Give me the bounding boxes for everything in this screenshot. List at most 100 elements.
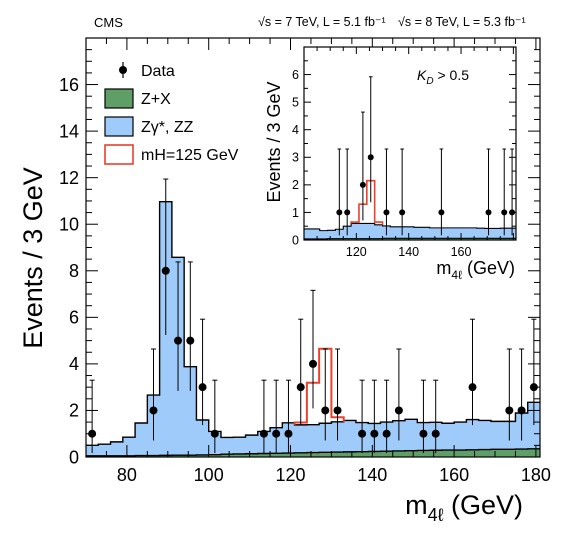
data-point xyxy=(186,261,195,391)
data-point-marker xyxy=(419,429,428,438)
data-point-marker xyxy=(382,429,391,438)
y-tick-label: 2 xyxy=(69,401,79,421)
data-point xyxy=(438,148,445,236)
legend-zz-swatch xyxy=(104,116,134,137)
legend-entry-zz: Zγ*, ZZ xyxy=(104,116,194,137)
data-point-marker xyxy=(161,266,170,275)
data-point xyxy=(284,379,293,454)
x-tick-label: 160 xyxy=(451,245,472,259)
data-point xyxy=(174,261,183,391)
legend-entry-signal: mH=125 GeV xyxy=(104,144,239,165)
inset-plot-area: 120 140 160 0 1 2 3 4 5 6 xyxy=(292,46,517,259)
y-tick-label: 16 xyxy=(59,75,79,95)
data-point xyxy=(344,148,351,236)
data-point-marker xyxy=(383,209,390,216)
data-point-marker xyxy=(296,383,305,392)
data-point xyxy=(485,148,492,236)
y-tick-label: 6 xyxy=(69,308,79,328)
inset-x-axis-title: m4ℓ (GeV) xyxy=(436,258,515,282)
data-point xyxy=(149,348,158,441)
data-point-marker xyxy=(336,209,343,216)
data-point xyxy=(88,379,97,454)
data-point xyxy=(359,111,366,221)
data-point xyxy=(272,379,281,454)
data-point xyxy=(198,318,207,426)
legend-entry-data: Data xyxy=(119,62,175,80)
inset-signal-line xyxy=(350,179,384,225)
data-point-marker xyxy=(88,429,97,438)
main-x-axis-title: m4ℓ (GeV) xyxy=(405,490,523,525)
data-point xyxy=(336,148,343,236)
data-point-marker xyxy=(438,209,445,216)
data-point-marker xyxy=(394,406,403,415)
data-point-marker xyxy=(370,429,379,438)
zz-background-fill xyxy=(304,223,516,239)
data-point xyxy=(529,318,538,426)
legend: Data Z+X Zγ*, ZZ mH=125 GeV xyxy=(104,62,239,165)
inset-x-axis-title-text: m4ℓ (GeV) xyxy=(436,258,515,282)
inset-data-points xyxy=(336,76,516,236)
data-point xyxy=(358,379,367,454)
y-tick-label: 10 xyxy=(59,215,79,235)
zz-background-fill xyxy=(86,201,540,456)
signal-step-line xyxy=(350,179,384,225)
data-point xyxy=(394,348,403,441)
inset-y-axis-title: Events / 3 GeV xyxy=(264,81,284,202)
y-tick-label: 1 xyxy=(292,206,299,220)
data-point xyxy=(383,148,390,236)
data-point-marker xyxy=(284,429,293,438)
data-point xyxy=(296,318,305,426)
x-tick-label: 160 xyxy=(439,465,469,485)
x-tick-label: 140 xyxy=(357,465,387,485)
data-point-marker xyxy=(333,406,342,415)
x-tick-label: 100 xyxy=(194,465,224,485)
y-tick-label: 2 xyxy=(292,178,299,192)
data-point-marker xyxy=(272,429,281,438)
data-point-marker xyxy=(501,209,508,216)
inset-annotation-text: KD > 0.5 xyxy=(417,67,469,87)
main-data-points xyxy=(88,178,538,454)
data-point xyxy=(468,318,477,426)
x-tick-label: 140 xyxy=(398,245,419,259)
data-point-marker xyxy=(309,359,317,368)
legend-label-zx: Z+X xyxy=(141,91,171,108)
legend-entry-zx: Z+X xyxy=(104,88,171,109)
y-tick-label: 4 xyxy=(69,354,79,374)
data-point xyxy=(370,379,379,454)
data-point-marker xyxy=(367,154,374,161)
data-point-marker xyxy=(468,383,477,392)
data-point-marker xyxy=(149,406,158,415)
zx-outline xyxy=(86,448,540,457)
experiment-label: CMS xyxy=(94,15,123,30)
data-point xyxy=(309,289,317,409)
data-point-marker xyxy=(198,383,207,392)
data-point-marker xyxy=(485,209,492,216)
main-x-axis-title-text: m4ℓ (GeV) xyxy=(405,490,523,525)
x-tick-label: 80 xyxy=(117,465,137,485)
legend-data-marker xyxy=(119,66,127,74)
data-point xyxy=(333,348,342,441)
data-point-marker xyxy=(517,406,526,415)
y-tick-label: 4 xyxy=(292,123,299,137)
data-point-marker xyxy=(505,406,514,415)
y-tick-label: 0 xyxy=(292,233,299,247)
legend-label-data: Data xyxy=(141,63,175,80)
data-point-marker xyxy=(174,336,183,345)
zz-outline xyxy=(304,222,516,232)
data-point-marker xyxy=(321,406,330,415)
data-point-marker xyxy=(529,383,538,392)
data-point-marker xyxy=(399,209,406,216)
data-point xyxy=(382,379,391,454)
inset-background xyxy=(304,47,516,240)
inset-stacked-fills xyxy=(304,222,516,240)
y-tick-label: 8 xyxy=(69,261,79,281)
data-point xyxy=(367,76,374,203)
data-point-marker xyxy=(259,429,268,438)
data-point-marker xyxy=(431,429,440,438)
lumi-7tev-label: √s = 7 TeV, L = 5.1 fb⁻¹ xyxy=(258,15,386,29)
legend-signal-swatch xyxy=(104,144,134,165)
inset-axes: 120 140 160 0 1 2 3 4 5 6 xyxy=(292,46,517,259)
